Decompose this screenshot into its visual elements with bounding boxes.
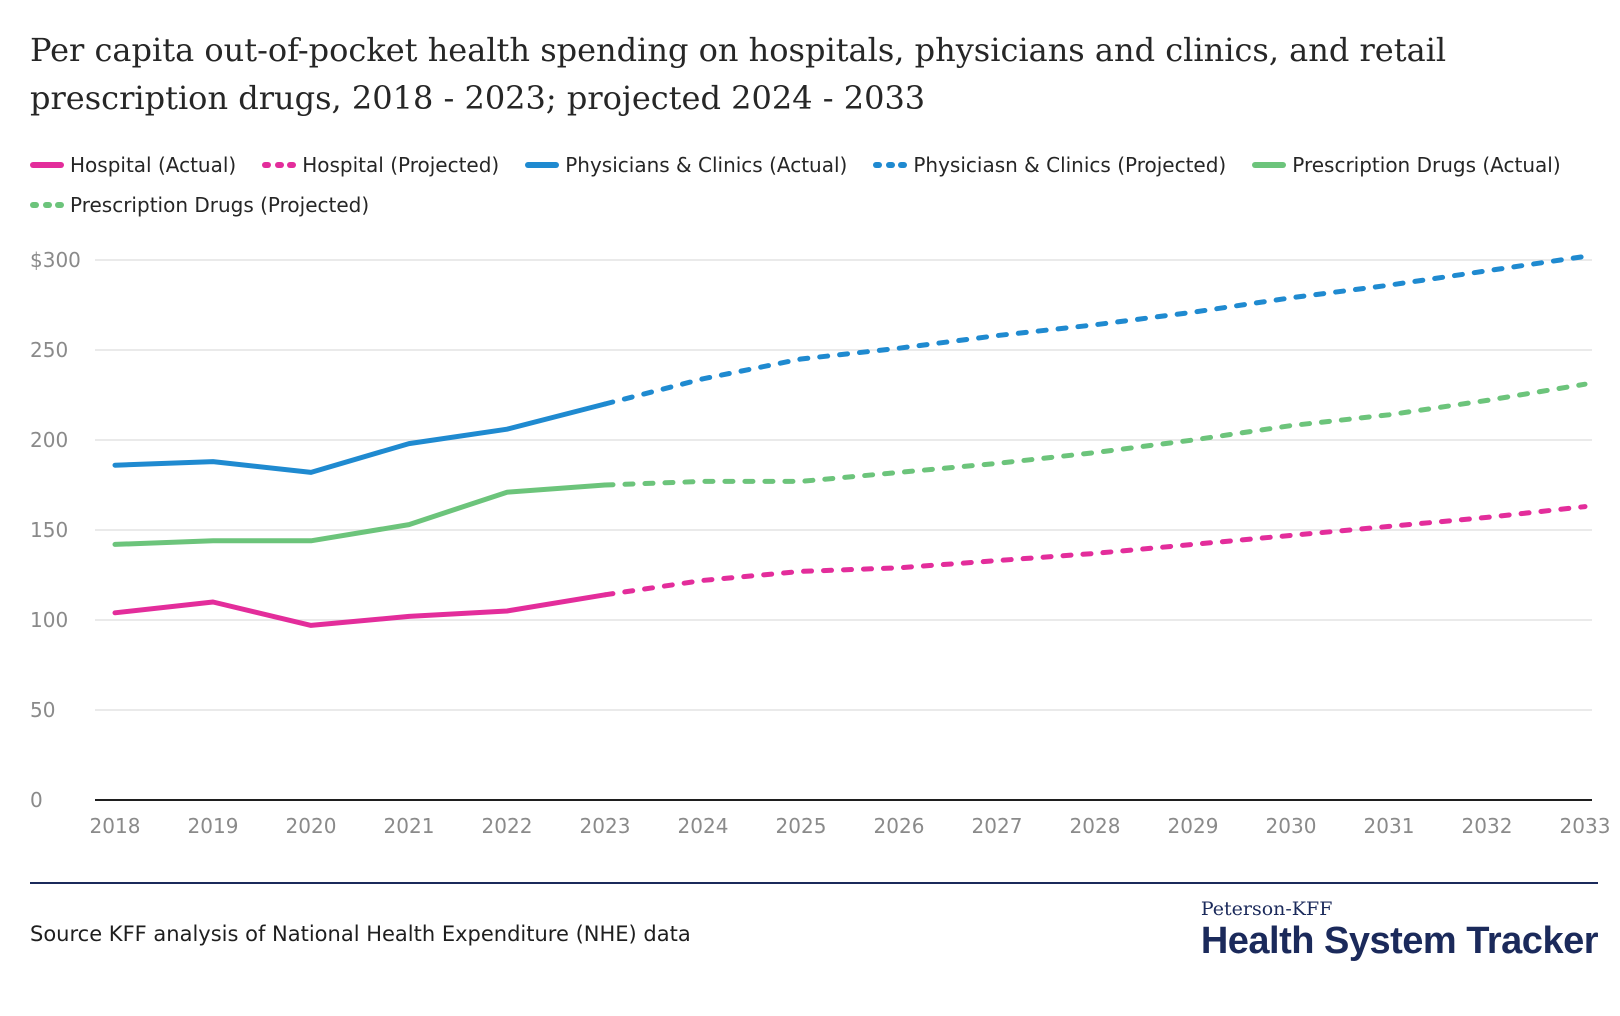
logo-bottom-text: Health System Tracker [1200,920,1599,962]
legend-item: Prescription Drugs (Actual) [1252,150,1561,180]
y-tick-label: 250 [30,338,68,362]
y-tick-label: 0 [30,788,43,812]
line-chart: 0 50 100 150 200 250 $300 2018 2019 2020 2021 2022 2… [30,248,1611,838]
x-tick-label: 2018 [90,814,141,838]
x-tick-label: 2030 [1266,814,1317,838]
legend-swatch [525,162,560,168]
series-line [602,504,1588,598]
legend-item: Hospital (Actual) [30,150,236,180]
x-tick-label: 2026 [874,814,925,838]
x-tick-label: 2029 [1168,814,1219,838]
series-line [112,592,608,628]
legend-swatch [30,202,64,208]
legend-item: Prescription Drugs (Projected) [30,190,369,220]
legend-swatch [873,162,908,168]
legend-swatch [30,162,64,168]
x-tick-label: 2031 [1364,814,1415,838]
chart-title: Per capita out-of-pocket health spending… [30,31,1447,117]
x-tick-label: 2033 [1560,814,1611,838]
chart-legend: Hospital (Actual) Hospital (Projected) Phy… [30,150,1600,220]
legend-label: Prescription Drugs (Actual) [1292,153,1561,177]
legend-label: Physicians & Clinics (Actual) [565,153,848,177]
y-tick-label: 200 [30,428,68,452]
y-tick-label: 50 [30,698,55,722]
series-line [602,381,1588,488]
y-tick-label: $300 [30,248,81,272]
x-tick-label: 2019 [188,814,239,838]
legend-swatch [1252,162,1287,168]
legend-swatch [262,162,297,168]
x-tick-label: 2024 [678,814,729,838]
x-tick-label: 2021 [384,814,435,838]
y-tick-label: 150 [30,518,68,542]
x-tick-label: 2020 [286,814,337,838]
y-tick-label: 100 [30,608,68,632]
x-tick-label: 2022 [482,814,533,838]
legend-item: Physicians & Clinics (Actual) [525,150,847,180]
x-tick-label: 2032 [1462,814,1513,838]
x-tick-label: 2028 [1070,814,1121,838]
legend-item: Hospital (Projected) [262,150,499,180]
legend-label: Prescription Drugs (Projected) [70,193,370,217]
series-line [602,253,1588,407]
legend-label: Physiciasn & Clinics (Projected) [913,153,1227,177]
footer-divider [30,882,1598,884]
x-tick-label: 2023 [580,814,631,838]
x-tick-label: 2025 [776,814,827,838]
source-note: Source KFF analysis of National Health E… [30,922,691,946]
series-line [112,482,608,547]
series-line [112,401,608,475]
legend-label: Hospital (Actual) [70,153,237,177]
x-tick-label: 2027 [972,814,1023,838]
peterson-kff-logo: Peterson-KFF Health System Tracker [1200,898,1599,962]
legend-label: Hospital (Projected) [302,153,500,177]
logo-top-text: Peterson-KFF [1200,898,1333,920]
legend-item: Physiciasn & Clinics (Projected) [873,150,1226,180]
